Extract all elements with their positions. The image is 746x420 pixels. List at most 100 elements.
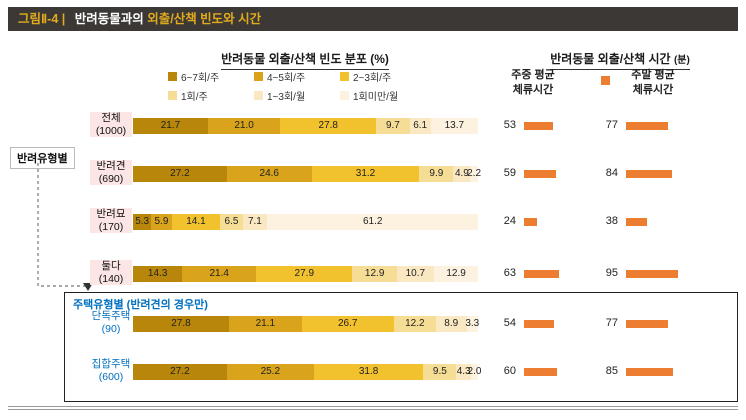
- bar-value-label: 9.5: [432, 366, 447, 377]
- legend-swatch-icon: [168, 91, 177, 100]
- stacked-bar: 27.2 24.6 31.2 9.9 4.9 2.2: [133, 166, 482, 182]
- bar-segment: 27.8: [280, 118, 377, 134]
- bar-value-label: 7.1: [247, 216, 262, 227]
- row-label-name: 둘다: [101, 260, 121, 272]
- bar-segment: 26.7: [301, 316, 394, 332]
- bar-segment: 21.4: [182, 266, 257, 282]
- weekend-avg-value: 84: [605, 167, 618, 179]
- row-label-3: 둘다 (140): [90, 260, 132, 286]
- weekend-avg-value: 38: [605, 215, 618, 227]
- row-label-n: (690): [98, 172, 124, 185]
- bar-value-label: 61.2: [363, 216, 383, 227]
- weekend-avg-bar: [626, 270, 678, 278]
- legend-swatch-icon: [340, 91, 349, 100]
- weekday-avg-value: 54: [503, 317, 516, 329]
- legend-label: 4~5회/주: [267, 73, 306, 84]
- bar-value-label: 21.1: [255, 318, 276, 329]
- bar-value-label: 12.2: [405, 318, 425, 329]
- legend-label: 6~7회/주: [181, 73, 220, 84]
- bar-value-label: 8.9: [444, 318, 459, 329]
- row-label-n: (1000): [95, 124, 127, 137]
- bar-segment: 5.3: [133, 214, 152, 230]
- time-section-title-unit: (분): [673, 55, 690, 66]
- row-label-4: 단독주택 (90): [90, 310, 132, 335]
- legend-item-4: 1~3회/월: [254, 88, 340, 103]
- bar-value-label: 13.7: [444, 120, 465, 131]
- figure-title-bar: 그림Ⅱ-4 | 반려동물과의 외출/산책 빈도와 시간: [8, 7, 738, 31]
- row-label-name: 반려견: [96, 160, 126, 172]
- pet-type-group-label: 반려유형별: [10, 147, 75, 169]
- bar-value-label: 12.9: [446, 268, 466, 279]
- weekend-avg-bar: [626, 122, 668, 130]
- weekend-avg-bar: [626, 170, 672, 178]
- bar-value-label: 26.7: [338, 318, 358, 329]
- row-label-0: 전체 (1000): [90, 112, 132, 138]
- bar-segment: 4.9: [453, 166, 471, 182]
- bar-value-label: 9.7: [385, 120, 400, 131]
- legend-label: 1회미만/월: [353, 92, 399, 103]
- bar-segment: 9.9: [419, 166, 454, 182]
- bar-segment: 24.6: [226, 166, 312, 182]
- bar-value-label: 3.3: [465, 318, 480, 329]
- weekday-avg-bar: [524, 122, 553, 130]
- bar-value-label: 27.8: [318, 120, 338, 131]
- bar-value-label: 27.2: [170, 168, 190, 179]
- bar-segment: 9.7: [376, 118, 410, 134]
- legend-swatch-icon: [168, 72, 177, 81]
- bar-segment: 9.5: [423, 364, 457, 380]
- bar-value-label: 27.8: [171, 318, 191, 329]
- bar-segment: 3.3: [465, 316, 480, 332]
- bar-value-label: 4.3: [456, 366, 471, 377]
- bar-segment: 21.1: [228, 316, 302, 332]
- weekday-column-header: 주중 평균 체류시간: [511, 69, 555, 96]
- weekday-avg-bar: [524, 270, 559, 278]
- bar-value-label: 5.3: [135, 216, 150, 227]
- bar-value-label: 24.6: [259, 168, 279, 179]
- bar-value-label: 2.2: [467, 168, 482, 179]
- weekday-avg-value: 53: [503, 119, 516, 131]
- stacked-bar: 14.3 21.4 27.9 12.9 10.7 12.9: [133, 266, 479, 282]
- bar-segment: 6.1: [409, 118, 431, 134]
- bar-value-label: 9.9: [429, 168, 444, 179]
- stacked-bar: 5.3 5.9 14.1 6.5 7.1 61.2: [133, 214, 479, 230]
- legend-label: 1회/주: [181, 92, 208, 103]
- weekday-avg-value: 59: [503, 167, 516, 179]
- bar-value-label: 14.3: [147, 268, 168, 279]
- housing-type-box: 주택유형별 (반려견의 경우만): [64, 292, 738, 402]
- weekend-avg-bar: [626, 320, 668, 328]
- bottom-rule: [8, 406, 738, 410]
- weekend-column-header: 주말 평균 체류시간: [631, 69, 675, 96]
- legend-item-5: 1회미만/월: [340, 88, 440, 103]
- bar-value-label: 12.9: [364, 268, 385, 279]
- row-label-n: (600): [98, 370, 124, 383]
- weekday-avg-value: 63: [503, 267, 516, 279]
- legend-swatch-icon: [254, 72, 263, 81]
- bar-segment: 61.2: [267, 214, 479, 230]
- bar-value-label: 5.9: [154, 216, 169, 227]
- bar-segment: 27.2: [133, 166, 227, 182]
- weekday-avg-bar: [524, 170, 556, 178]
- row-label-n: (90): [101, 322, 121, 335]
- bar-segment: 31.2: [311, 166, 420, 182]
- bar-value-label: 31.2: [355, 168, 376, 179]
- row-label-name: 집합주택: [91, 358, 131, 370]
- bar-segment: 25.2: [226, 364, 314, 380]
- bar-segment: 27.8: [133, 316, 229, 332]
- weekend-avg-bar: [626, 368, 673, 376]
- bar-segment: 14.3: [133, 266, 183, 282]
- bar-value-label: 21.0: [234, 120, 254, 131]
- bar-value-label: 6.5: [224, 216, 239, 227]
- bar-segment: 27.9: [256, 266, 353, 282]
- weekend-avg-value: 77: [605, 317, 618, 329]
- time-section-title: 반려동물 외출/산책 시간 (분): [500, 50, 740, 70]
- bar-value-label: 21.4: [209, 268, 229, 279]
- figure-title-part1: 반려동물과의: [74, 12, 144, 26]
- bar-segment: 2.2: [467, 166, 482, 182]
- bar-segment: 12.2: [393, 316, 436, 332]
- legend-item-3: 1회/주: [168, 88, 254, 103]
- bar-segment: 10.7: [396, 266, 434, 282]
- bar-value-label: 27.2: [170, 366, 190, 377]
- bar-segment: 31.8: [313, 364, 424, 380]
- legend-item-1: 4~5회/주: [254, 69, 340, 84]
